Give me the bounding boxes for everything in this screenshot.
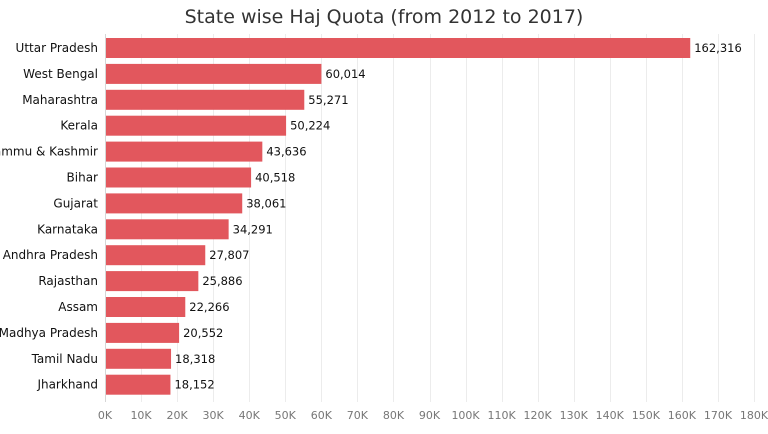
category-label: Kerala <box>60 119 98 133</box>
value-label: 34,291 <box>233 222 273 236</box>
bar[interactable] <box>105 63 322 84</box>
category-label: Gujarat <box>53 196 98 210</box>
bar[interactable] <box>105 322 180 343</box>
bar[interactable] <box>105 374 171 395</box>
value-label: 20,552 <box>183 326 223 340</box>
chart-title: State wise Haj Quota (from 2012 to 2017) <box>184 6 584 28</box>
x-tick-label: 30K <box>203 409 225 422</box>
value-label: 43,636 <box>266 145 306 159</box>
bar[interactable] <box>105 167 252 188</box>
x-tick-label: 140K <box>596 409 625 422</box>
value-label: 25,886 <box>202 274 242 288</box>
category-label: Assam <box>58 300 98 314</box>
category-label: Jharkhand <box>36 378 98 392</box>
x-tick-label: 90K <box>419 409 441 422</box>
category-label: West Bengal <box>23 67 98 81</box>
x-tick-label: 60K <box>311 409 333 422</box>
x-tick-label: 110K <box>488 409 517 422</box>
category-label: Andhra Pradesh <box>3 248 98 262</box>
x-tick-label: 80K <box>383 409 405 422</box>
bar[interactable] <box>105 348 172 369</box>
x-tick-label: 40K <box>239 409 261 422</box>
value-label: 50,224 <box>290 119 330 133</box>
bar[interactable] <box>105 89 305 110</box>
x-tick-label: 100K <box>451 409 480 422</box>
bar[interactable] <box>105 219 229 240</box>
x-tick-label: 10K <box>130 409 152 422</box>
category-label: Madhya Pradesh <box>0 326 98 340</box>
category-label: Rajasthan <box>38 274 98 288</box>
value-label: 38,061 <box>246 196 286 210</box>
value-label: 162,316 <box>694 41 742 55</box>
category-label: Tamil Nadu <box>31 352 98 366</box>
category-label: Jammu & Kashmir <box>0 145 98 159</box>
bar[interactable] <box>105 193 243 214</box>
bar[interactable] <box>105 115 287 136</box>
x-tick-label: 180K <box>740 409 768 422</box>
bar[interactable] <box>105 297 186 317</box>
x-tick-label: 120K <box>524 409 553 422</box>
value-label: 18,318 <box>175 352 215 366</box>
x-tick-label: 70K <box>347 409 369 422</box>
bar[interactable] <box>105 38 691 58</box>
x-tick-label: 50K <box>275 409 297 422</box>
x-tick-label: 130K <box>560 409 589 422</box>
x-tick-label: 150K <box>632 409 661 422</box>
bar[interactable] <box>105 141 263 162</box>
value-label: 55,271 <box>308 93 348 107</box>
category-label: Karnataka <box>37 222 98 236</box>
category-label: Bihar <box>67 171 99 185</box>
x-tick-label: 0K <box>98 409 113 422</box>
x-tick-label: 160K <box>668 409 697 422</box>
x-tick-label: 20K <box>167 409 189 422</box>
category-label: Maharashtra <box>22 93 98 107</box>
value-label: 40,518 <box>255 171 295 185</box>
value-label: 18,152 <box>174 378 214 392</box>
bar[interactable] <box>105 271 199 292</box>
value-label: 22,266 <box>189 300 229 314</box>
x-tick-label: 170K <box>704 409 733 422</box>
value-label: 60,014 <box>325 67 365 81</box>
value-label: 27,807 <box>209 248 249 262</box>
bar[interactable] <box>105 245 206 266</box>
category-label: Uttar Pradesh <box>16 41 98 55</box>
